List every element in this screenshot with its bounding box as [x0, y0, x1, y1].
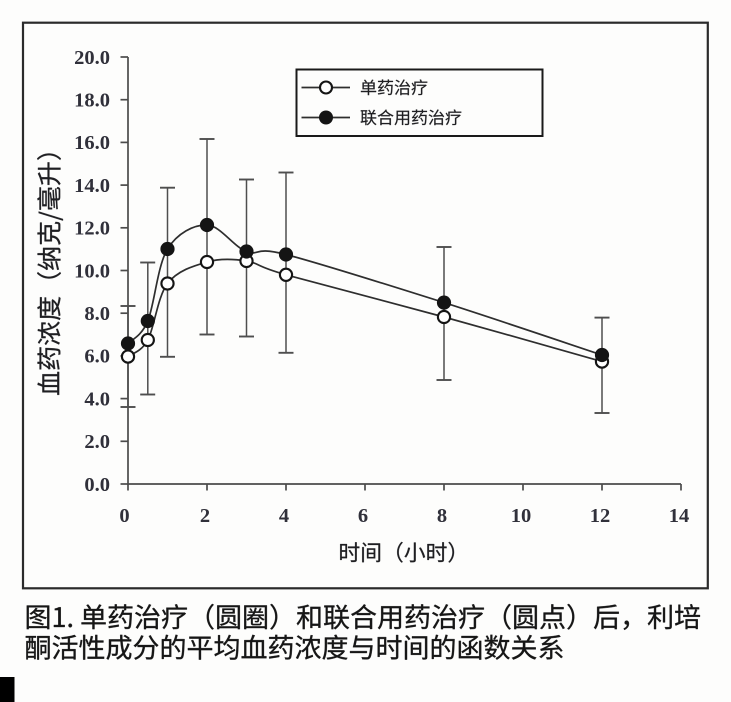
svg-text:20.0: 20.0 [74, 47, 110, 69]
svg-text:14: 14 [669, 505, 690, 527]
svg-text:10.0: 10.0 [74, 260, 110, 282]
svg-text:4.0: 4.0 [84, 388, 110, 410]
svg-text:6.0: 6.0 [84, 346, 110, 368]
svg-text:16.0: 16.0 [74, 132, 110, 154]
svg-text:10: 10 [511, 505, 532, 527]
svg-text:0.0: 0.0 [84, 474, 110, 496]
svg-text:8: 8 [437, 505, 447, 527]
svg-text:8.0: 8.0 [84, 303, 110, 325]
svg-text:2.0: 2.0 [84, 431, 110, 453]
svg-text:2: 2 [200, 505, 210, 527]
svg-text:0: 0 [119, 505, 129, 527]
svg-text:18.0: 18.0 [74, 90, 110, 112]
svg-text:12: 12 [590, 505, 611, 527]
svg-text:14.0: 14.0 [74, 175, 110, 197]
svg-text:12.0: 12.0 [74, 218, 110, 240]
svg-text:6: 6 [358, 505, 368, 527]
svg-text:4: 4 [279, 505, 289, 527]
